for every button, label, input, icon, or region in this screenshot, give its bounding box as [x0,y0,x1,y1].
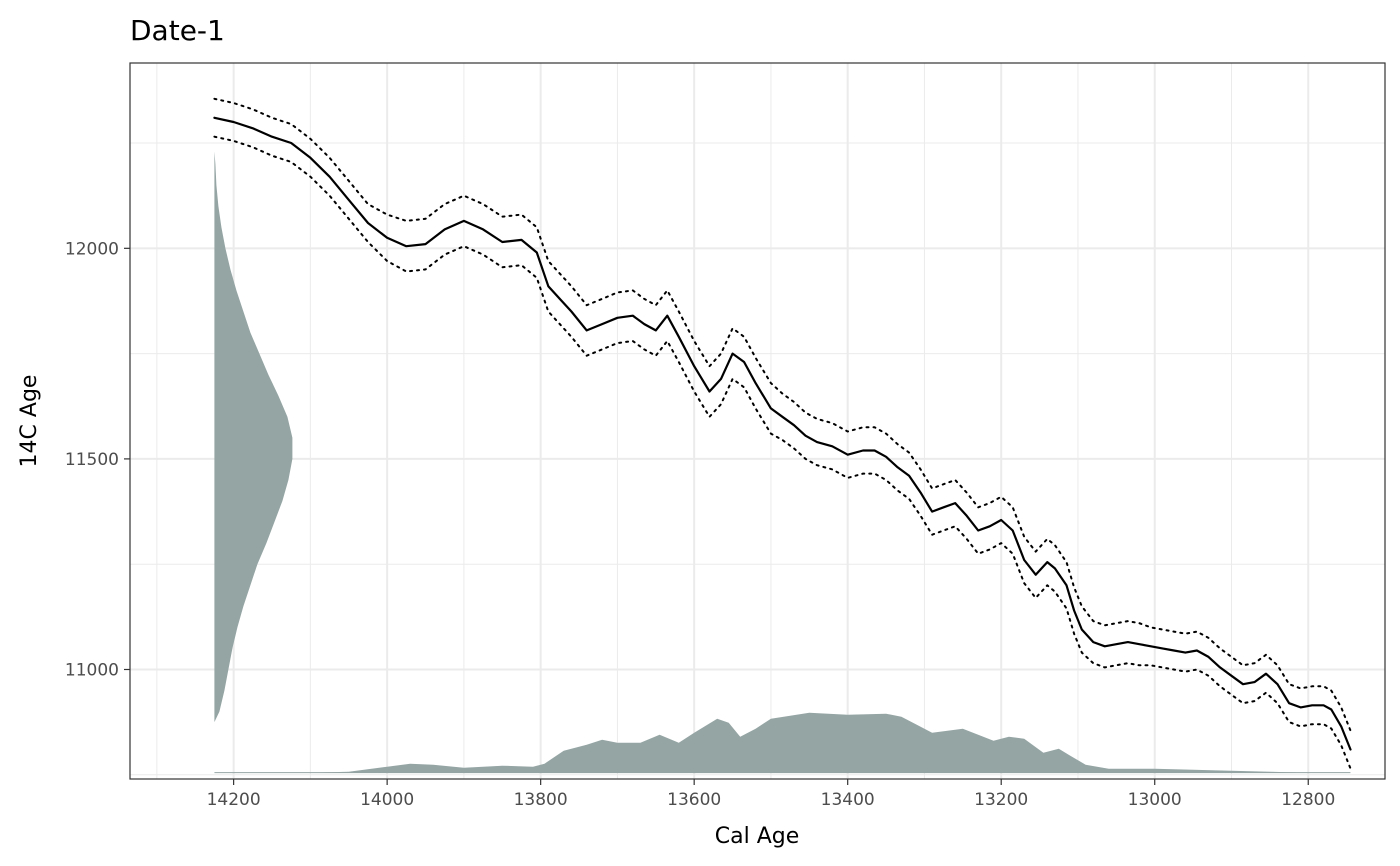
y-tick-label: 11500 [65,450,119,470]
plot-panel [130,63,1385,779]
x-axis-title: Cal Age [715,824,800,849]
x-tick-label: 13000 [1128,790,1182,810]
calibration-curve-mean [213,116,1352,751]
calendar-age-density [214,712,1351,773]
x-axis-ticks: 14200 14000 13800 13600 13400 13200 13000 12800 [207,779,1335,810]
y-tick-label: 11000 [65,660,119,680]
y-axis-title: 14C Age [17,375,42,468]
x-tick-label: 13600 [667,790,721,810]
chart-title: Date-1 [130,14,225,47]
gridlines [130,63,1385,779]
c14-age-density [214,151,293,723]
x-tick-label: 13800 [514,790,568,810]
curve-series [213,97,1352,770]
y-tick-label: 12000 [65,239,119,259]
x-tick-label: 14200 [207,790,261,810]
plot-panel-border [129,62,1386,780]
x-tick-label: 13400 [821,790,875,810]
y-axis-ticks: 11000 11500 12000 [65,239,130,680]
x-tick-label: 14000 [360,790,414,810]
density-areas [214,151,1351,774]
x-tick-label: 13200 [974,790,1028,810]
x-tick-label: 12800 [1281,790,1335,810]
calibration-curve-lower-bound [213,135,1352,770]
calibration-curve-upper-bound [213,97,1352,732]
